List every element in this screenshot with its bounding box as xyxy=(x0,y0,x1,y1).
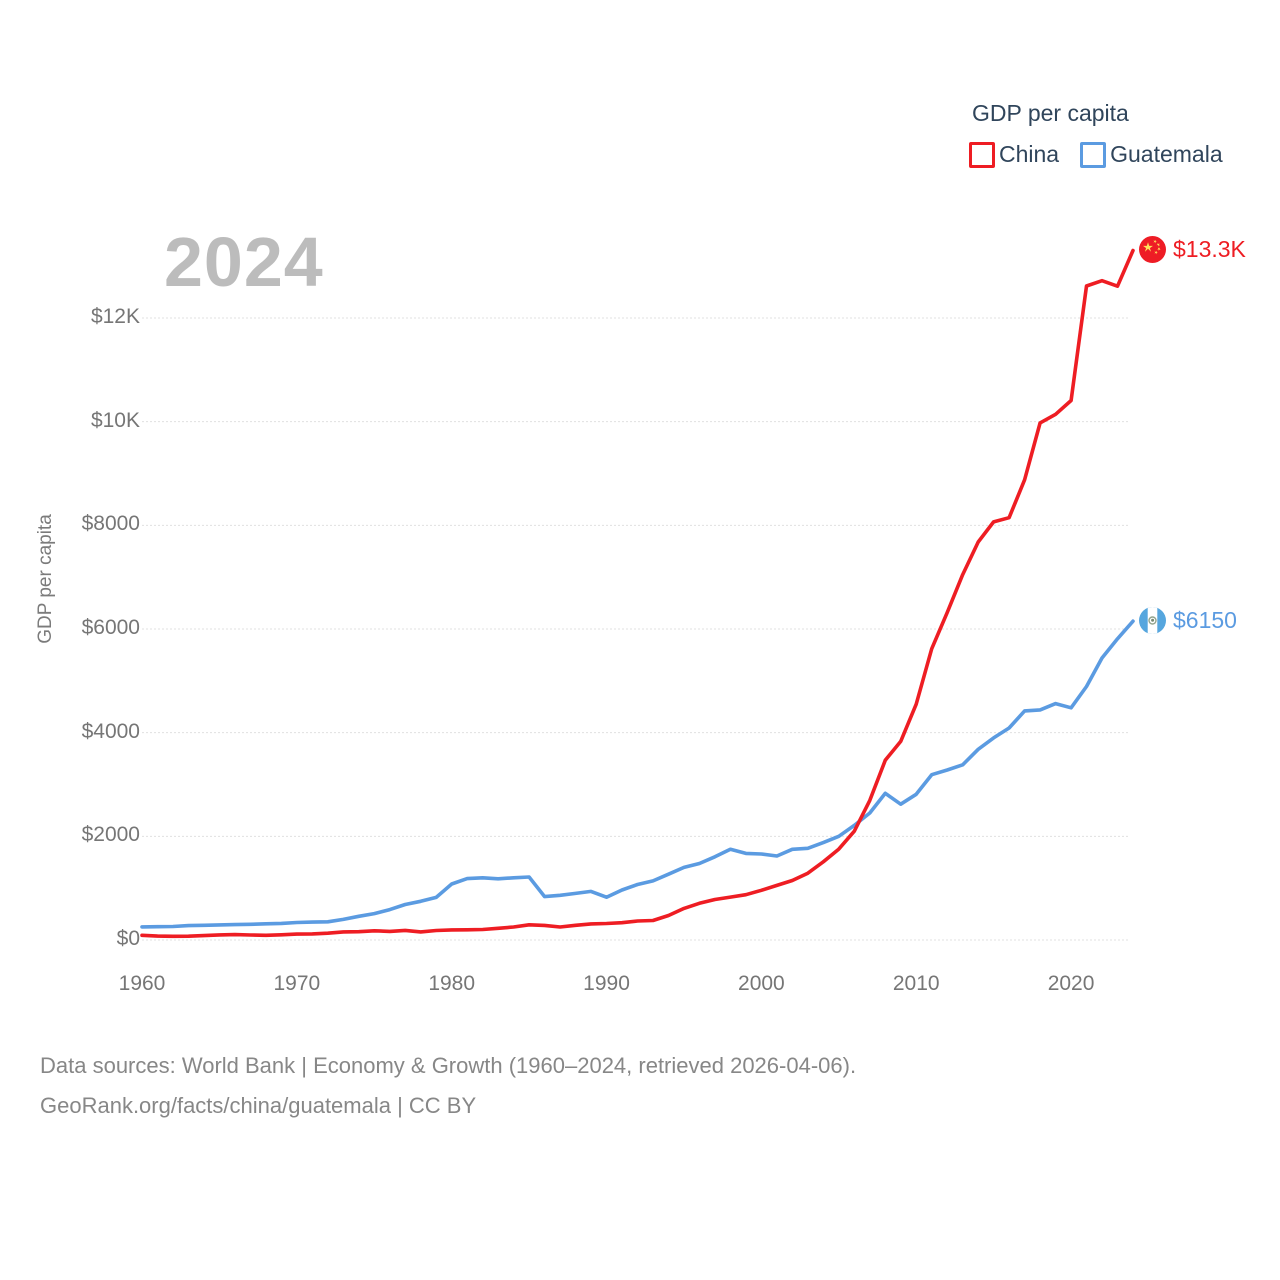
x-tick-label-1980: 1980 xyxy=(428,972,476,995)
legend-items: China Guatemala xyxy=(969,141,1223,168)
legend-item-china[interactable]: China xyxy=(969,141,1059,168)
legend: GDP per capita China Guatemala xyxy=(969,100,1223,168)
china-end-label: $13.3K xyxy=(1139,235,1246,263)
guatemala-series-swatch xyxy=(1080,141,1107,168)
china-end-value: $13.3K xyxy=(1173,235,1246,262)
legend-item-guatemala[interactable]: Guatemala xyxy=(1080,141,1223,168)
guatemala-line xyxy=(140,619,1135,929)
x-tick-label-1970: 1970 xyxy=(273,972,321,995)
y-tick-label-6000: $6000 xyxy=(81,616,140,639)
x-tick-label-2000: 2000 xyxy=(738,972,785,995)
footer: Data sources: World Bank | Economy & Gro… xyxy=(40,1046,856,1126)
x-tick-label-1960: 1960 xyxy=(118,972,166,995)
y-tick-label-8000: $8000 xyxy=(81,512,140,536)
year-watermark: 2024 xyxy=(164,223,324,301)
y-tick-label-2000: $2000 xyxy=(81,823,140,847)
y-tick-label-4000: $4000 xyxy=(81,719,140,743)
footer-attribution: GeoRank.org/facts/china/guatemala | CC B… xyxy=(40,1093,477,1118)
guatemala-end-value: $6150 xyxy=(1173,606,1237,633)
china-series-swatch xyxy=(969,141,995,168)
x-tick-label-1990: 1990 xyxy=(583,972,630,995)
china-flag-icon xyxy=(1139,235,1166,263)
footer-sources: Data sources: World Bank | Economy & Gro… xyxy=(40,1053,857,1078)
legend-label-china: China xyxy=(999,141,1060,167)
guatemala-end-label: $6150 xyxy=(1139,606,1237,634)
legend-label-guatemala: Guatemala xyxy=(1110,141,1223,167)
y-tick-label-12000: $12K xyxy=(90,305,140,328)
china-line xyxy=(140,248,1135,939)
legend-title: GDP per capita xyxy=(972,100,1129,126)
x-tick-label-2020: 2020 xyxy=(1047,972,1095,995)
y-tick-label-10000: $10K xyxy=(90,408,140,432)
y-tick-label-0: $0 xyxy=(116,927,140,950)
x-tick-label-2010: 2010 xyxy=(892,972,940,995)
guatemala-flag-icon xyxy=(1139,606,1166,634)
